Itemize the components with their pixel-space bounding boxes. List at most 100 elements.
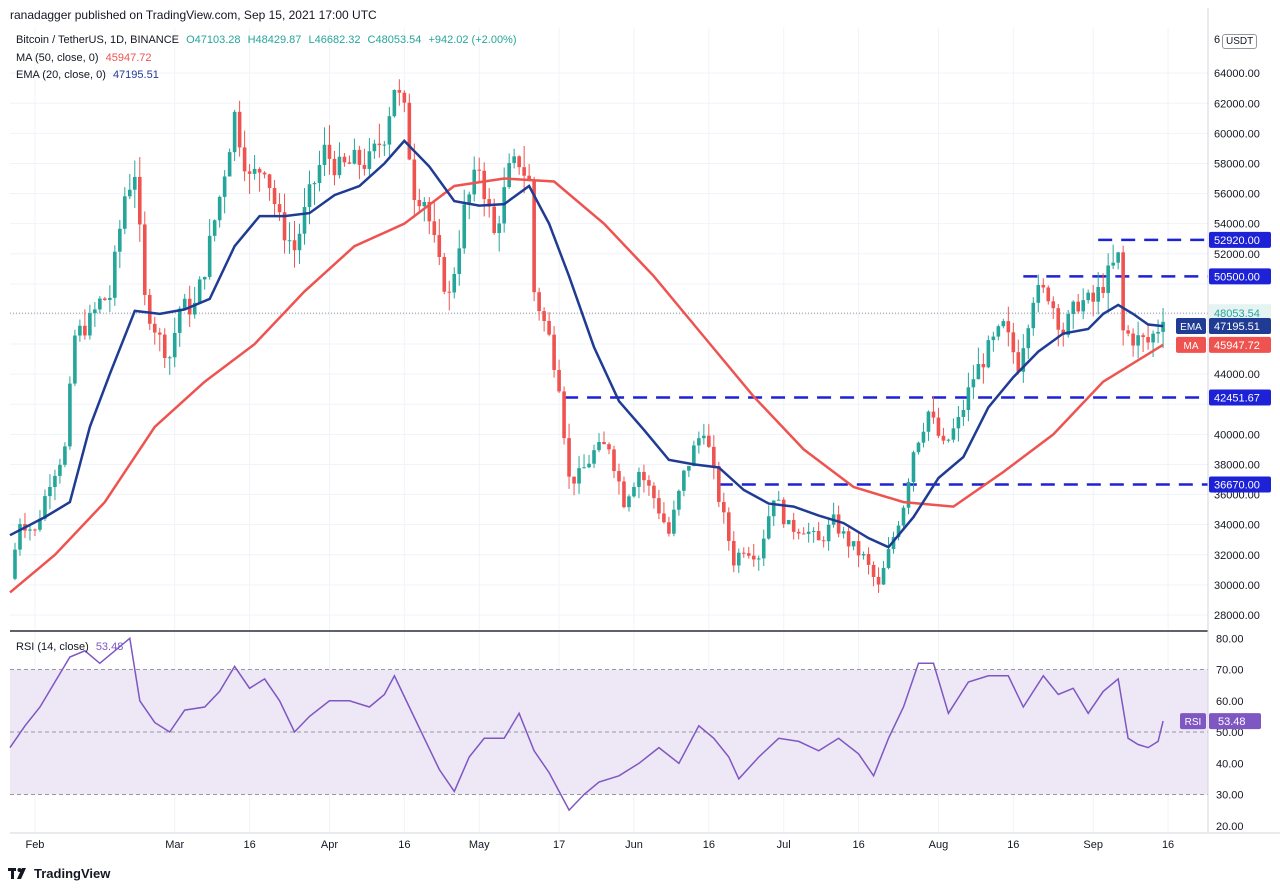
- candle-body: [267, 174, 272, 189]
- time-tick-label: Jul: [777, 839, 791, 851]
- time-tick-label: Feb: [25, 839, 44, 851]
- ma-label[interactable]: MA (50, close, 0): [16, 52, 99, 64]
- price-tick-label: 56000.00: [1214, 189, 1260, 201]
- candle-body: [437, 235, 442, 258]
- publisher-line: ranadagger published on TradingView.com,…: [10, 8, 377, 22]
- candle-body: [1131, 333, 1135, 346]
- candle-body: [48, 487, 52, 497]
- candle-body: [572, 476, 576, 484]
- candle-body: [287, 240, 292, 242]
- candle-body: [1121, 252, 1125, 331]
- candle-body: [971, 379, 976, 388]
- footer-brand[interactable]: TradingView: [8, 866, 110, 881]
- candle-body: [212, 220, 217, 236]
- candle-body: [202, 276, 207, 280]
- candle-body: [662, 513, 666, 523]
- candle-body: [262, 172, 267, 175]
- candle-body: [667, 522, 671, 534]
- candle-body: [607, 444, 611, 450]
- ema-legend: EMA (20, close, 0) 47195.51: [16, 69, 163, 81]
- candle-body: [861, 554, 866, 556]
- candle-body: [826, 524, 831, 542]
- candle-body: [522, 167, 526, 176]
- candle-body: [657, 498, 661, 514]
- candle-body: [317, 165, 322, 184]
- candle-body: [1071, 301, 1076, 314]
- candle-body: [1056, 308, 1061, 330]
- candle-body: [272, 188, 277, 205]
- last-price-label: 48053.54: [1214, 308, 1260, 320]
- candle-body: [152, 323, 157, 333]
- candle-body: [687, 465, 691, 471]
- candle-body: [542, 311, 546, 321]
- time-tick-label: 16: [1162, 839, 1174, 851]
- currency-badge[interactable]: USDT: [1222, 34, 1258, 49]
- indicator-tag: [1176, 318, 1206, 335]
- candle-body: [207, 235, 212, 277]
- candle-body: [1031, 302, 1036, 329]
- candle-body: [292, 240, 297, 251]
- ema20-line: [9, 139, 1164, 549]
- candle-body: [697, 438, 701, 446]
- ema-label[interactable]: EMA (20, close, 0): [16, 69, 106, 81]
- grid: [10, 28, 1208, 832]
- rsi-tick-label: 20.00: [1216, 821, 1244, 833]
- candle-body: [896, 525, 901, 538]
- low-value: L46682.32: [308, 34, 361, 46]
- candle-body: [113, 251, 117, 298]
- candle-body: [781, 499, 786, 525]
- candle-body: [886, 549, 891, 568]
- candle-body: [322, 144, 327, 166]
- time-tick-label: 16: [1007, 839, 1019, 851]
- price-tick-label: 58000.00: [1214, 158, 1260, 170]
- candle-body: [1076, 301, 1081, 312]
- candle-body: [966, 387, 971, 411]
- candle-body: [986, 340, 991, 368]
- rsi-tick-label: 60.00: [1216, 696, 1244, 708]
- candle-body: [1136, 335, 1140, 346]
- candle-body: [442, 257, 447, 292]
- candle-body: [652, 485, 656, 499]
- rsi-value-tag: [1209, 713, 1261, 730]
- symbol-legend: Bitcoin / TetherUS, 1D, BINANCE O47103.2…: [16, 34, 521, 46]
- candle-body: [552, 334, 556, 370]
- candle-body: [73, 335, 77, 384]
- price-tick-label: 44000.00: [1214, 369, 1260, 381]
- candle-body: [796, 531, 801, 534]
- candle-body: [682, 470, 686, 491]
- ma-value: 45947.72: [105, 52, 152, 64]
- candle-body: [128, 189, 132, 197]
- candle-body: [347, 162, 352, 164]
- candle-body: [801, 533, 806, 535]
- candle-body: [487, 199, 491, 207]
- candle-body: [182, 298, 187, 309]
- candle-body: [517, 156, 521, 168]
- candle-body: [118, 228, 122, 252]
- rsi-label[interactable]: RSI (14, close): [16, 641, 89, 653]
- time-tick-label: 16: [243, 839, 255, 851]
- candle-body: [647, 480, 651, 486]
- candle-body: [921, 431, 926, 443]
- symbol-title[interactable]: Bitcoin / TetherUS, 1D, BINANCE: [16, 34, 180, 46]
- candle-body: [751, 555, 756, 560]
- candle-body: [931, 411, 936, 418]
- candle-body: [53, 475, 57, 488]
- candle-body: [422, 201, 427, 207]
- candle-body: [392, 90, 397, 117]
- candle-body: [232, 111, 237, 153]
- candle-body: [746, 553, 751, 556]
- candle-body: [712, 446, 716, 467]
- price-tick-label: 40000.00: [1214, 429, 1260, 441]
- candle-body: [1141, 335, 1145, 338]
- price-tick-label: 32000.00: [1214, 550, 1260, 562]
- rsi-tick-label: 70.00: [1216, 665, 1244, 677]
- candle-body: [1161, 321, 1165, 332]
- candle-body: [1146, 337, 1150, 343]
- level-tag-label: 52920.00: [1214, 235, 1260, 247]
- candle-body: [1106, 265, 1110, 293]
- price-tick-label: 28000.00: [1214, 610, 1260, 622]
- candle-body: [147, 294, 152, 324]
- candle-body: [1041, 284, 1046, 288]
- candle-body: [257, 168, 262, 173]
